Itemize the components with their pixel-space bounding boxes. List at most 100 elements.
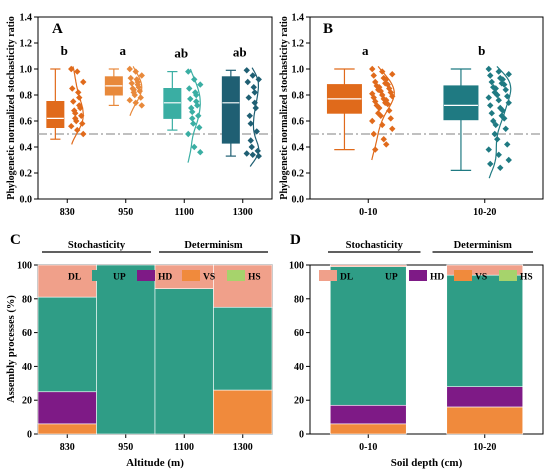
x-tick-label: 1100 [175,442,194,453]
data-point [495,68,502,75]
plot-frame-D [309,264,544,435]
data-point [255,76,262,83]
data-point [191,76,198,83]
legend-label: VS [203,273,215,283]
box [46,101,65,128]
data-point [485,146,492,153]
data-point [70,98,77,105]
bar-segment-HD [329,404,407,425]
data-point [389,93,396,100]
legend-label: HD [158,273,172,283]
y-tick-label: 100 [289,261,304,272]
x-tick-label: 950 [118,442,133,453]
data-point [185,130,192,138]
data-point [369,65,376,73]
data-point [497,164,504,171]
y-tick-label: 0.2 [292,169,305,180]
data-point [195,112,202,119]
y-tick-label: 0.4 [292,143,305,154]
data-point [193,98,200,105]
legend-swatch-HD [137,270,155,281]
data-point [243,150,250,157]
data-point [185,68,192,75]
data-point [487,102,494,109]
data-point [80,130,87,138]
y-tick-label: 1.0 [292,65,305,76]
bar-segment-UP [213,306,273,391]
plot-frame-A [37,16,273,200]
data-point [369,90,376,97]
data-point [76,94,83,101]
x-tick-label: 830 [60,207,75,218]
data-point [377,112,384,119]
bar-segment-UP [96,264,156,435]
data-point [249,151,256,158]
significance-letter: b [478,43,485,58]
y-tick-label: 0.8 [20,91,33,102]
x-tick-label: 1100 [175,207,194,218]
data-point [138,102,145,109]
data-point [251,89,258,96]
y-tick-label: 0.2 [20,169,33,180]
y-tick-label: 0.6 [20,117,33,128]
legend-label: UP [113,273,126,283]
legend-swatch-UP [364,270,382,281]
data-point [380,74,387,82]
data-point [485,65,492,73]
data-point [501,115,508,122]
legend-label: HS [248,273,261,283]
y-tick-label: 80 [294,294,304,305]
data-point [494,91,501,99]
data-point [132,99,139,106]
data-point [491,130,498,138]
bar-segment-UP [446,274,524,387]
data-point [488,110,495,117]
bar-segment-HD [446,386,524,408]
data-point [136,87,143,95]
data-point [384,100,391,108]
data-point [370,94,377,101]
x-tick-label: 0-10 [359,442,377,453]
density-curve [371,66,395,161]
data-point [376,104,383,112]
data-point [490,84,497,91]
data-point [502,86,509,93]
y-tick-label: 0 [27,430,32,441]
data-point [191,143,198,151]
bar-segment-DL [446,264,524,276]
data-point [194,102,201,109]
y-tick-label: 20 [22,396,32,407]
bar-segment-VS [329,423,407,435]
data-point [372,146,379,153]
y-tick-label: 1.4 [20,13,33,24]
bar-segment-UP [154,288,214,435]
y-tick-label: 40 [294,362,304,373]
data-point [244,78,251,86]
data-point [187,95,194,103]
data-point [130,89,137,96]
data-point [80,78,87,86]
box [443,85,479,121]
bar-segment-UP [37,296,97,393]
legend-swatch-DL [47,270,65,281]
y-tick-label: 100 [17,261,32,272]
data-point [387,115,394,122]
data-point [250,84,257,91]
legend-label: HD [430,273,444,283]
data-point [379,68,386,75]
data-point [188,104,195,112]
significance-letter: b [61,43,68,58]
data-point [504,93,511,100]
y-axis-label-C: Assembly processes (%) [6,295,17,403]
group-label: Stochasticity [346,240,404,251]
data-point [255,152,262,160]
data-point [485,94,492,101]
data-point [132,68,139,75]
data-point [196,124,203,131]
plot-frame-B [309,16,544,200]
legend-swatch-HS [499,270,517,281]
data-point [379,121,386,129]
y-tick-label: 0.8 [292,91,305,102]
x-axis-label-C: Altitude (m) [126,457,184,469]
